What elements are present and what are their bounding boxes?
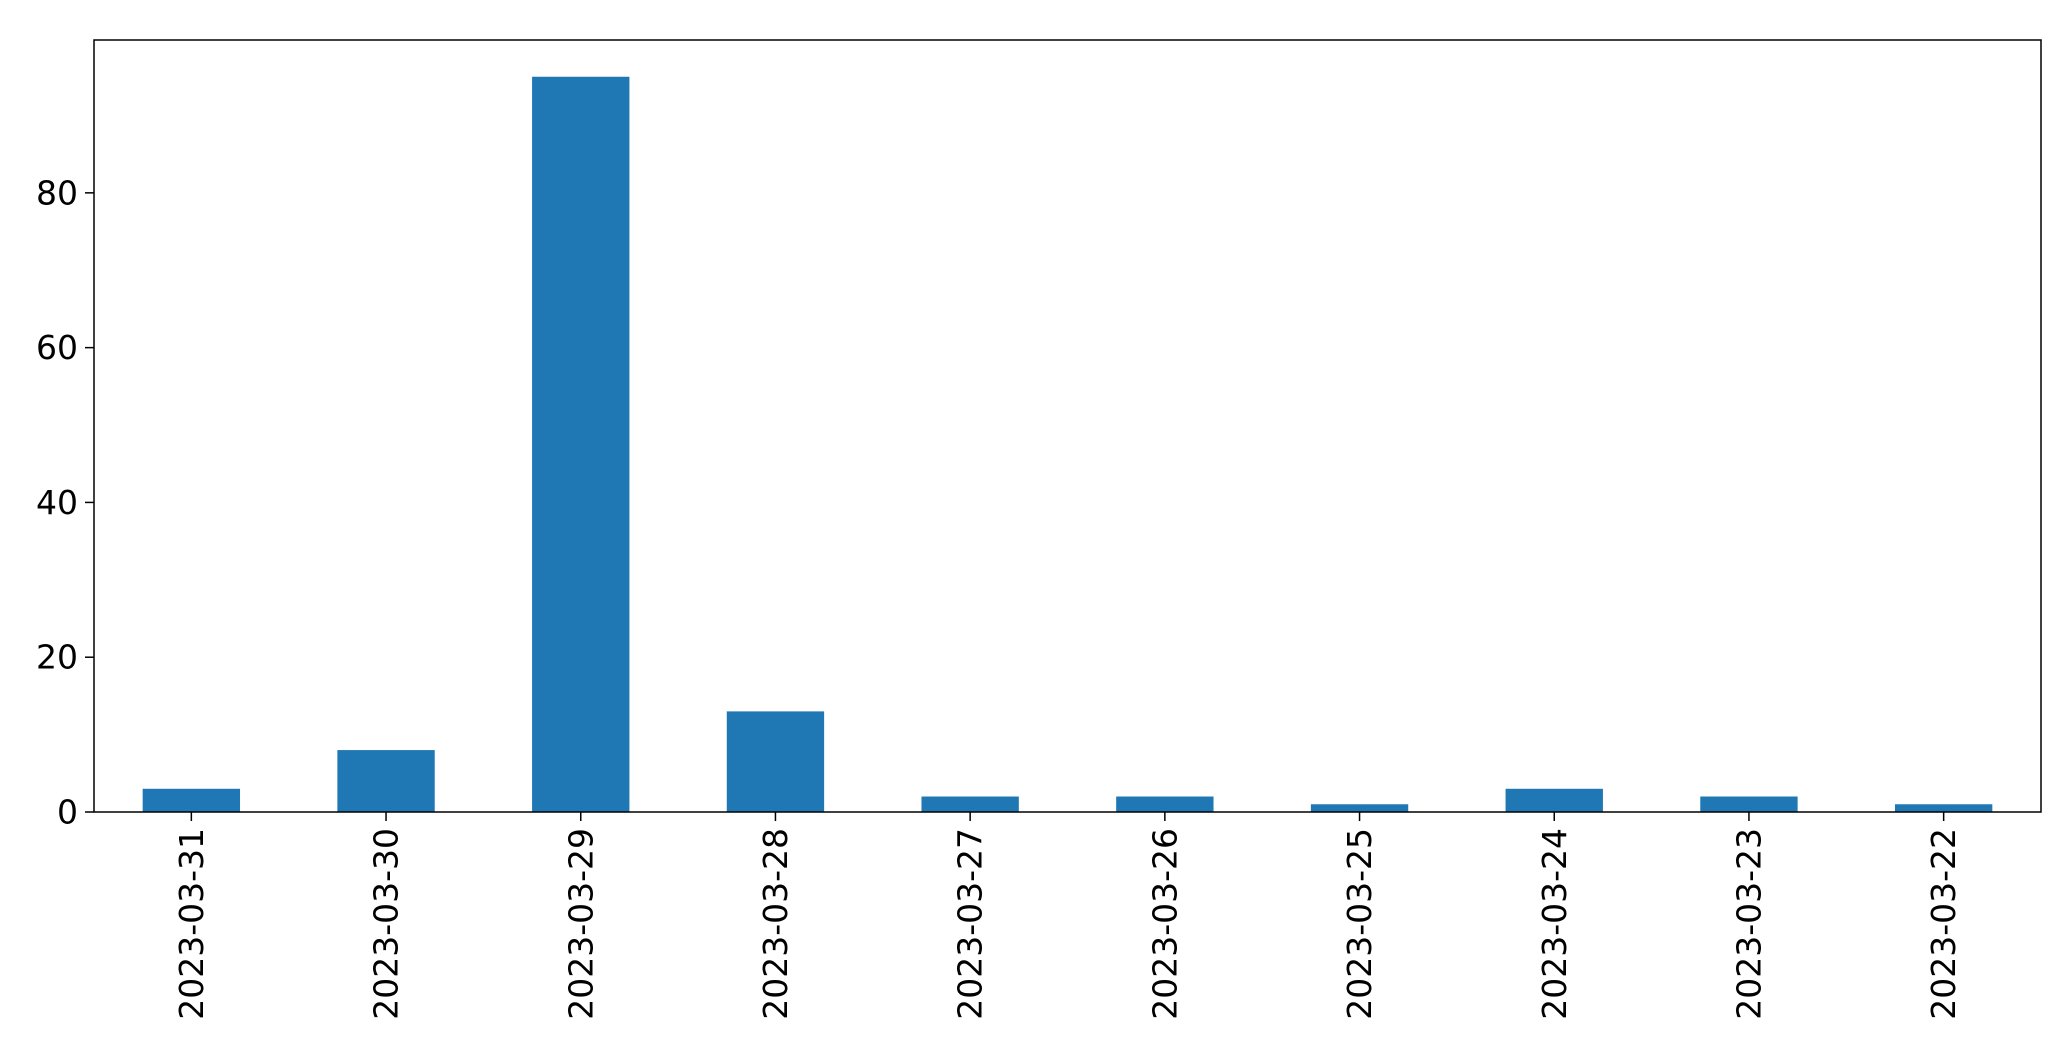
- y-tick-label: 20: [36, 638, 78, 677]
- x-tick-label: 2023-03-22: [1924, 828, 1963, 1020]
- x-tick-label: 2023-03-24: [1535, 828, 1574, 1020]
- bar-2023-03-23: [1700, 796, 1798, 812]
- bar-2023-03-25: [1310, 804, 1409, 812]
- x-tick-label: 2023-03-26: [1145, 828, 1184, 1020]
- y-tick-label: 0: [57, 793, 78, 832]
- x-tick-label: 2023-03-28: [756, 828, 795, 1020]
- x-axis-ticks: 2023-03-31 2023-03-30 2023-03-29 2023-03-28…: [172, 812, 1963, 1020]
- bars: [142, 76, 1993, 812]
- plot-frame: [93, 39, 2042, 813]
- x-tick-label: 2023-03-27: [951, 828, 990, 1020]
- y-tick-label: 80: [36, 173, 78, 212]
- bar-2023-03-24: [1505, 788, 1603, 812]
- y-tick-label: 40: [36, 483, 78, 522]
- bar-2023-03-30: [337, 750, 435, 812]
- x-tick-label: 2023-03-30: [367, 828, 406, 1020]
- bar-2023-03-26: [1116, 796, 1214, 812]
- bar-2023-03-27: [921, 796, 1019, 812]
- x-tick-label: 2023-03-23: [1729, 828, 1768, 1020]
- bar-2023-03-28: [726, 711, 825, 812]
- x-tick-label: 2023-03-29: [561, 828, 600, 1020]
- x-tick-label: 2023-03-25: [1340, 828, 1379, 1020]
- x-tick-label: 2023-03-31: [172, 828, 211, 1020]
- bar-2023-03-29: [532, 76, 630, 812]
- y-tick-label: 60: [36, 328, 78, 367]
- bar-2023-03-31: [142, 788, 241, 812]
- y-axis-ticks: 0 20 40 60 80: [36, 173, 94, 832]
- bar-2023-03-22: [1894, 804, 1993, 812]
